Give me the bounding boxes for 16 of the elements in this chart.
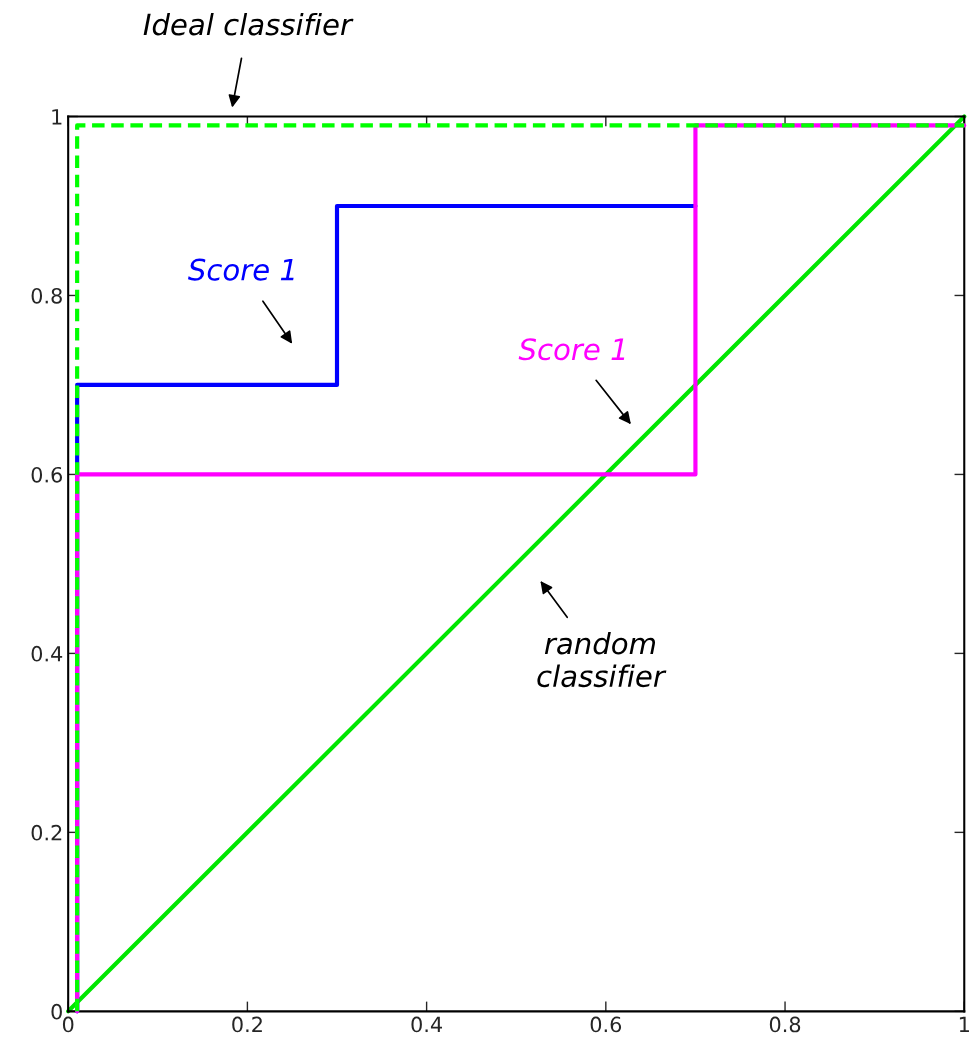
x-tick-label: 0.2: [232, 1016, 262, 1033]
annotation: Score 1: [518, 338, 625, 361]
x-tick-label: 0.6: [590, 1016, 622, 1033]
x-tick-label: 1: [959, 1016, 969, 1033]
x-tick-label: 0.4: [411, 1016, 443, 1033]
annotation: Score 1: [188, 258, 294, 281]
y-tick-label: 0.6: [31, 466, 63, 483]
y-tick-label: 0: [51, 1003, 62, 1020]
y-tick-label: 0.4: [31, 645, 63, 662]
y-tick-label: 1: [52, 109, 62, 125]
y-tick-label: 0.8: [31, 287, 62, 304]
y-tick-label: 0.2: [31, 824, 62, 841]
x-tick-label: 0.8: [769, 1016, 801, 1033]
annotation: random classifier: [537, 631, 667, 688]
x-tick-label: 0: [62, 1016, 74, 1033]
text: Ideal classifier: [143, 12, 354, 36]
